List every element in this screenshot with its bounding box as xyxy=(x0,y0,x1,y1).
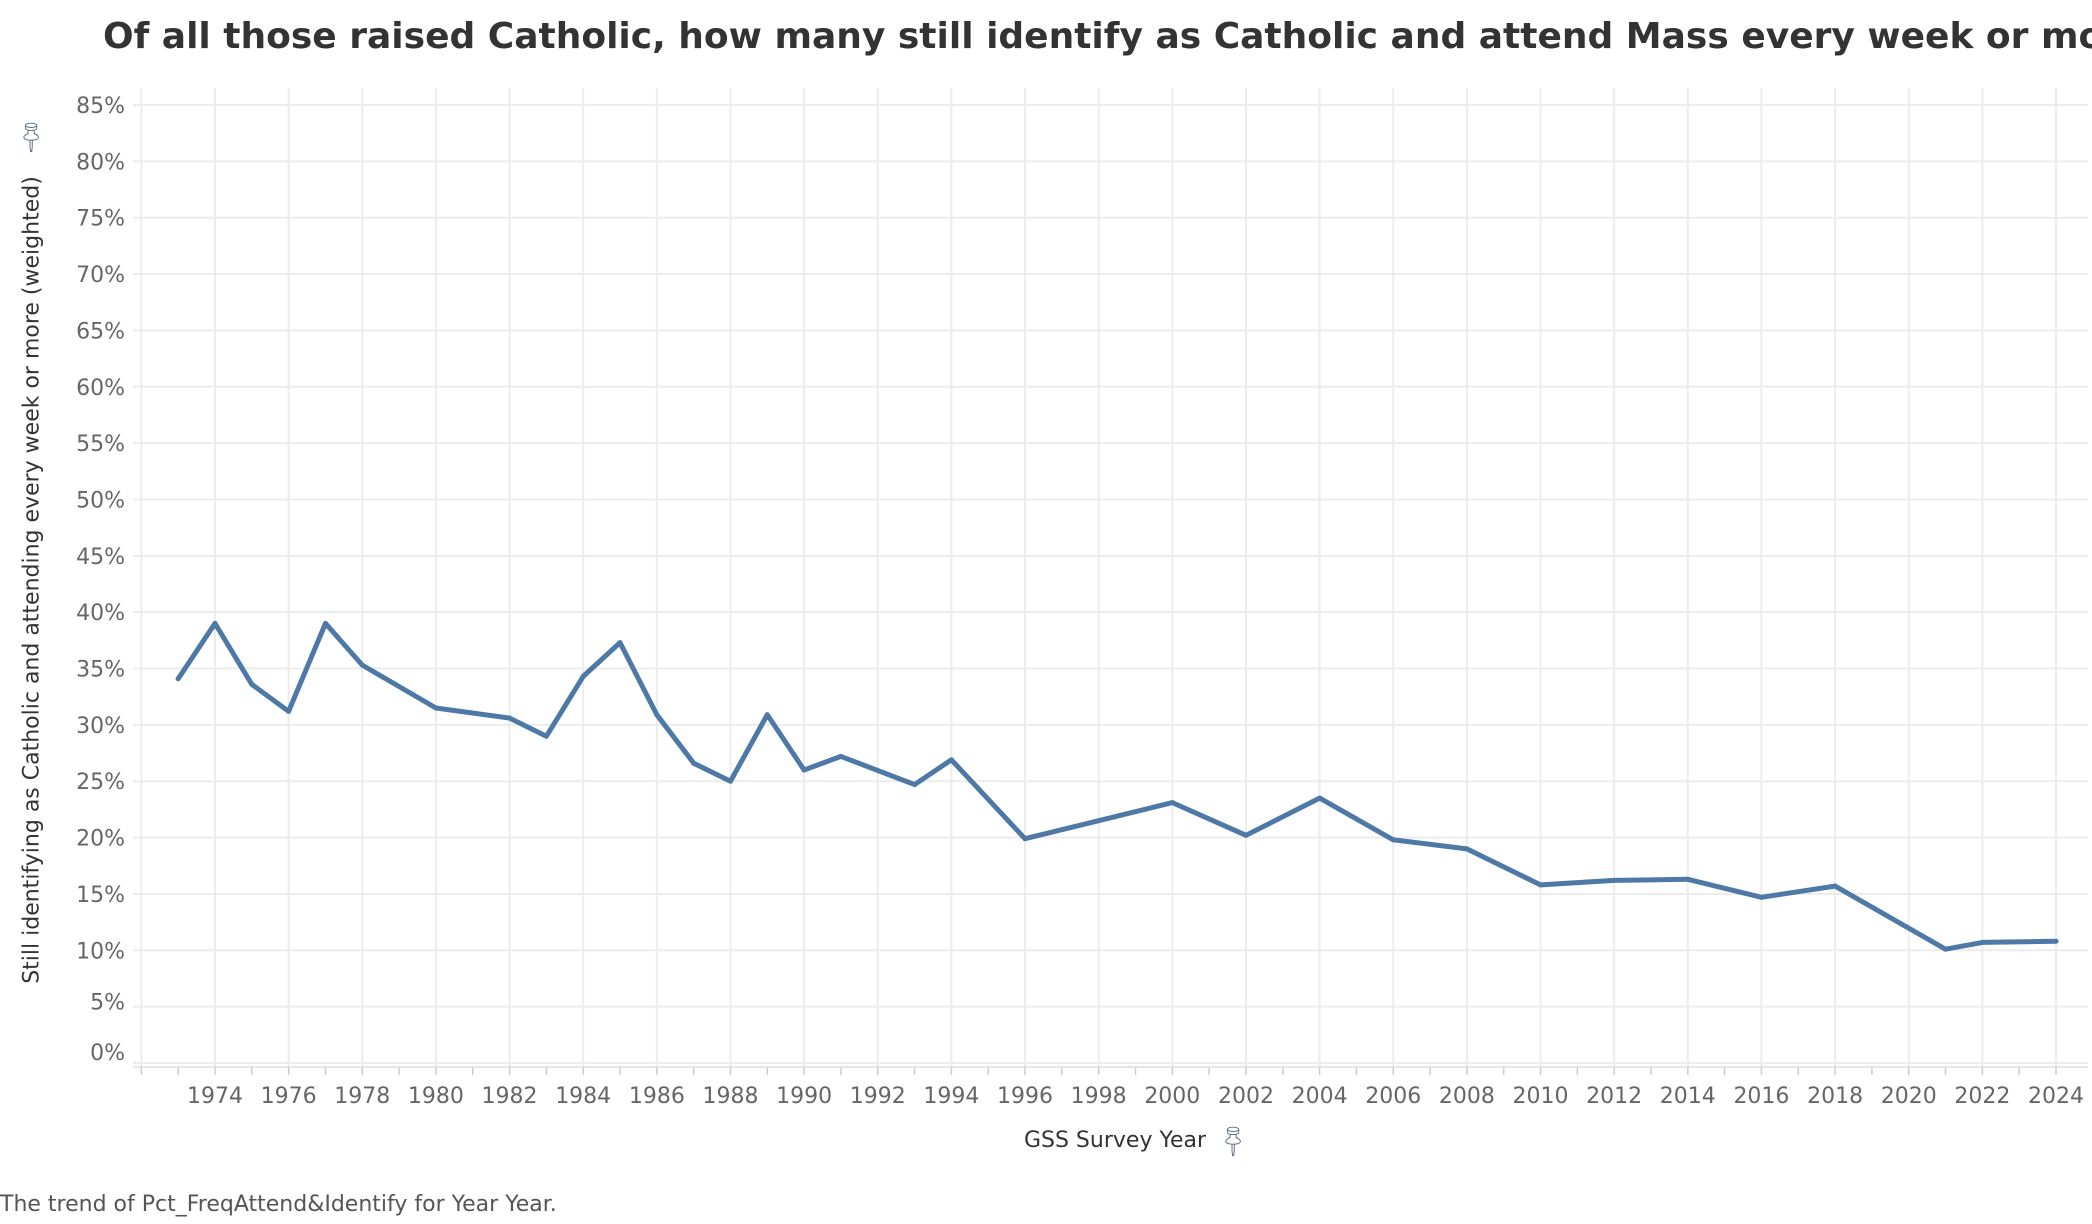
chart-title: Of all those raised Catholic, how many s… xyxy=(103,16,2092,57)
x-tick-label: 1992 xyxy=(850,1084,906,1109)
y-tick-label: 85% xyxy=(76,94,125,119)
x-tick-label: 1980 xyxy=(408,1084,464,1109)
data-point xyxy=(2053,938,2059,944)
x-tick-label: 1990 xyxy=(776,1084,832,1109)
data-point xyxy=(1943,946,1949,952)
data-point xyxy=(322,620,328,626)
data-point xyxy=(433,705,439,711)
y-tick-label: 70% xyxy=(76,263,125,288)
y-tick-label: 50% xyxy=(76,488,125,513)
y-axis-title: Still identifying as Catholic and attend… xyxy=(19,176,45,984)
data-point xyxy=(1390,837,1396,843)
y-tick-label: 80% xyxy=(76,150,125,175)
data-point xyxy=(1096,818,1102,824)
data-point xyxy=(1685,876,1691,882)
x-tick-label: 2014 xyxy=(1660,1084,1716,1109)
x-tick-label: 2018 xyxy=(1807,1084,1863,1109)
data-point xyxy=(617,640,623,646)
data-point xyxy=(912,782,918,788)
x-tick-label: 2002 xyxy=(1218,1084,1274,1109)
x-tick-label: 1988 xyxy=(702,1084,758,1109)
data-point xyxy=(212,620,218,626)
data-point xyxy=(1538,882,1544,888)
data-point xyxy=(1979,939,1985,945)
chart-caption: The trend of Pct_FreqAttend&Identify for… xyxy=(0,1192,557,1217)
y-tick-label: 55% xyxy=(76,432,125,457)
data-point xyxy=(838,753,844,759)
x-tick-label: 1984 xyxy=(555,1084,611,1109)
y-tick-label: 35% xyxy=(76,658,125,683)
data-point xyxy=(1464,846,1470,852)
data-point xyxy=(1611,877,1617,883)
data-point xyxy=(507,715,513,721)
data-point xyxy=(1832,883,1838,889)
x-tick-label: 1996 xyxy=(997,1084,1053,1109)
data-point xyxy=(764,712,770,718)
x-tick-label: 2006 xyxy=(1365,1084,1421,1109)
data-point xyxy=(654,712,660,718)
x-tick-label: 2008 xyxy=(1439,1084,1495,1109)
y-tick-label: 5% xyxy=(90,991,125,1016)
x-tick-label: 2020 xyxy=(1881,1084,1937,1109)
x-tick-label: 2012 xyxy=(1586,1084,1642,1109)
y-tick-label: 0% xyxy=(90,1041,125,1066)
y-tick-label: 65% xyxy=(76,319,125,344)
x-tick-label: 2010 xyxy=(1513,1084,1569,1109)
x-tick-label: 1998 xyxy=(1071,1084,1127,1109)
data-point xyxy=(1243,832,1249,838)
data-point xyxy=(580,673,586,679)
data-point xyxy=(249,681,255,687)
y-tick-label: 15% xyxy=(76,883,125,908)
y-tick-label: 75% xyxy=(76,207,125,232)
x-tick-label: 2024 xyxy=(2028,1084,2084,1109)
data-point xyxy=(801,767,807,773)
data-point xyxy=(1022,836,1028,842)
y-tick-label: 40% xyxy=(76,601,125,626)
data-point xyxy=(727,778,733,784)
x-tick-label: 1978 xyxy=(334,1084,390,1109)
x-tick-label: 1986 xyxy=(629,1084,685,1109)
x-tick-label: 1982 xyxy=(482,1084,538,1109)
x-tick-label: 1976 xyxy=(261,1084,317,1109)
y-tick-label: 30% xyxy=(76,714,125,739)
x-tick-label: 2000 xyxy=(1144,1084,1200,1109)
y-tick-label: 45% xyxy=(76,545,125,570)
data-point xyxy=(948,757,954,763)
x-tick-label: 2022 xyxy=(1954,1084,2010,1109)
data-point xyxy=(543,733,549,739)
x-axis-title-text: GSS Survey Year xyxy=(1023,1128,1207,1153)
x-axis-title: GSS Survey Year xyxy=(1024,1128,1206,1153)
data-point xyxy=(1317,795,1323,801)
y-tick-label: 60% xyxy=(76,376,125,401)
series-line xyxy=(175,620,2059,952)
y-tick-label: 10% xyxy=(76,939,125,964)
y-tick-label: 20% xyxy=(76,827,125,852)
x-tick-label: 1994 xyxy=(923,1084,979,1109)
data-point xyxy=(1758,894,1764,900)
data-point xyxy=(691,760,697,766)
x-tick-label: 2016 xyxy=(1733,1084,1789,1109)
data-point xyxy=(359,662,365,668)
data-point xyxy=(175,676,181,682)
y-tick-label: 25% xyxy=(76,770,125,795)
data-point xyxy=(1169,800,1175,806)
x-tick-label: 2004 xyxy=(1292,1084,1348,1109)
x-tick-label: 1974 xyxy=(187,1084,243,1109)
data-point xyxy=(286,708,292,714)
